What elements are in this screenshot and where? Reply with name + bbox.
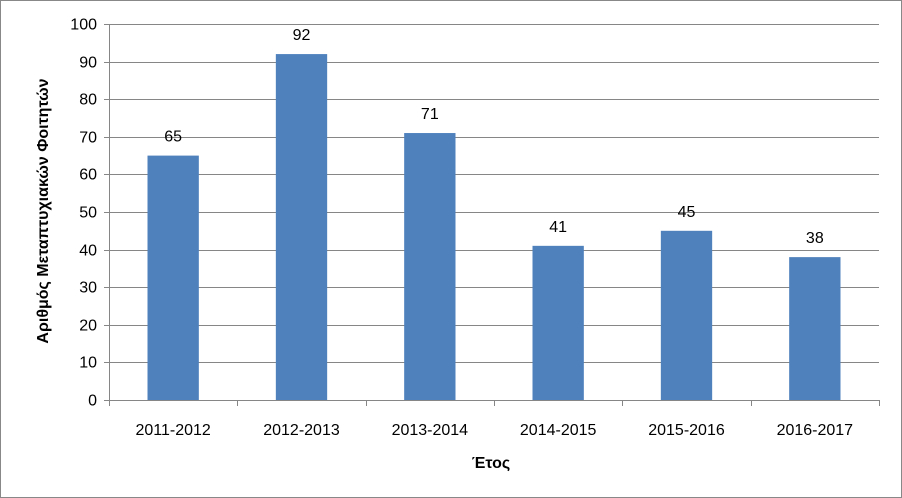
y-tick-label: 0 bbox=[88, 393, 97, 410]
labels: 0 10 20 30 40 50 60 70 80 90 100 65 2011-2012 92 2012-… bbox=[70, 17, 853, 440]
bar-2013-2014 bbox=[404, 133, 456, 401]
x-tick-label: 2013-2014 bbox=[392, 422, 469, 439]
y-tick-label: 100 bbox=[70, 17, 97, 34]
bar-2015-2016 bbox=[660, 230, 713, 400]
data-label: 45 bbox=[678, 204, 696, 221]
data-label: 92 bbox=[293, 27, 311, 44]
y-tick-label: 80 bbox=[79, 92, 97, 109]
x-tick-label: 2014-2015 bbox=[520, 422, 597, 439]
x-tick-label: 2016-2017 bbox=[777, 422, 854, 439]
y-tick-label: 40 bbox=[79, 243, 97, 260]
x-axis-title: Έτος bbox=[472, 455, 510, 472]
data-label: 71 bbox=[421, 106, 439, 123]
bar-2014-2015 bbox=[532, 245, 584, 400]
data-label: 38 bbox=[806, 230, 824, 247]
y-tick-label: 90 bbox=[79, 55, 97, 72]
bar-2016-2017 bbox=[789, 257, 841, 400]
gridlines bbox=[109, 24, 879, 363]
bar-2011-2012 bbox=[147, 155, 199, 400]
y-tick-label: 50 bbox=[79, 205, 97, 222]
bars bbox=[147, 54, 841, 401]
y-tick-label: 30 bbox=[79, 280, 97, 297]
y-tick-label: 10 bbox=[79, 355, 97, 372]
y-tick-label: 20 bbox=[79, 318, 97, 335]
x-tick-label: 2015-2016 bbox=[648, 422, 725, 439]
data-label: 65 bbox=[164, 129, 182, 146]
y-tick-label: 70 bbox=[79, 130, 97, 147]
y-tick-label: 60 bbox=[79, 167, 97, 184]
x-tick-label: 2011-2012 bbox=[136, 422, 211, 439]
data-label: 41 bbox=[549, 219, 567, 236]
axes bbox=[104, 24, 880, 406]
y-axis-title: Αριθμός Μεταπτυχιακών Φοιτητών bbox=[35, 78, 52, 343]
bar-2012-2013 bbox=[275, 54, 328, 401]
x-tick-label: 2012-2013 bbox=[263, 422, 340, 439]
